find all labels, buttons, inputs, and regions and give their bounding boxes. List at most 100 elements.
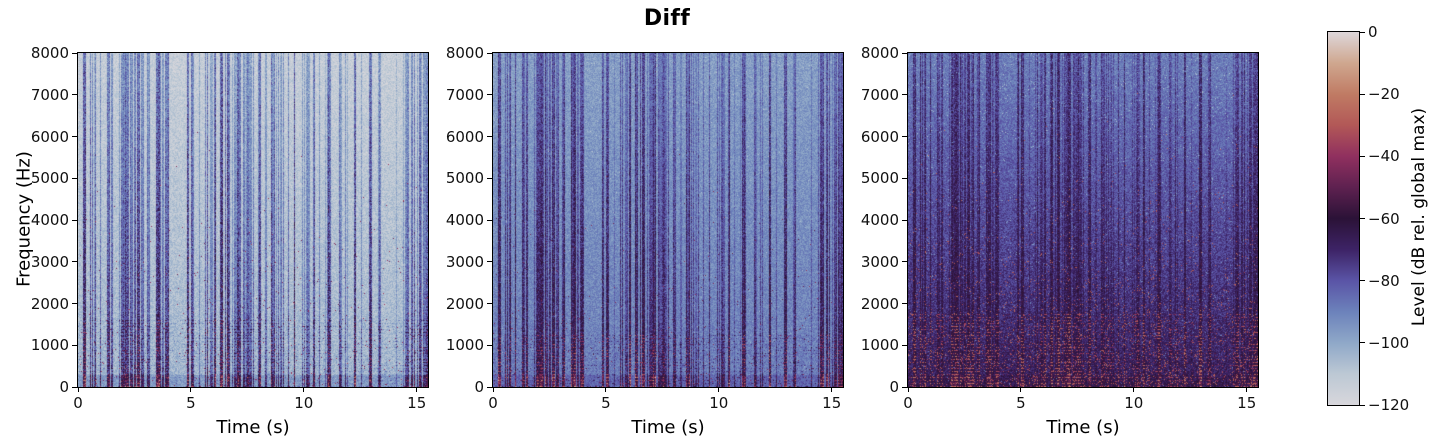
y-tick-mark <box>902 219 907 221</box>
colorbar-tick-mark <box>1360 280 1365 282</box>
y-tick-mark <box>72 52 77 54</box>
y-tick-label: 6000 <box>445 127 484 146</box>
spectrogram-image-right <box>908 53 1258 387</box>
spectrogram-panel-left: Time (s) 0 5 10 15 0 1000 2000 3000 4000 5000 6000… <box>31 44 429 438</box>
y-tick-label: 2000 <box>445 294 484 313</box>
time-axis-label: Time (s) <box>1046 417 1120 438</box>
colorbar-tick-label: −100 <box>1368 333 1410 352</box>
colorbar-gradient <box>1328 32 1359 405</box>
x-tick-mark <box>831 387 833 392</box>
x-tick-mark <box>416 387 418 392</box>
colorbar-tick-label: 0 <box>1368 23 1378 41</box>
x-tick-label: 10 <box>709 394 729 412</box>
x-tick-mark <box>1020 387 1022 392</box>
y-tick-label: 8000 <box>860 44 899 62</box>
y-tick-label: 3000 <box>30 252 69 271</box>
y-tick-label: 5000 <box>30 169 69 188</box>
y-tick-mark <box>902 94 907 96</box>
y-tick-label: 3000 <box>860 252 899 271</box>
y-tick-label: 1000 <box>30 336 69 355</box>
y-tick-mark <box>72 219 77 221</box>
x-tick-mark <box>303 387 305 392</box>
colorbar: 0 −20 −40 −60 −80 −100 −120 <box>1327 23 1409 414</box>
time-axis-label: Time (s) <box>216 417 290 438</box>
y-tick-mark <box>487 344 492 346</box>
x-tick-mark <box>1246 387 1248 392</box>
x-tick-label: 5 <box>186 394 196 412</box>
y-tick-mark <box>902 344 907 346</box>
y-tick-label: 6000 <box>30 127 69 146</box>
x-tick-label: 0 <box>73 394 83 412</box>
colorbar-tick-mark <box>1360 342 1365 344</box>
colorbar-tick-mark <box>1360 218 1365 219</box>
colorbar-tick-label: −120 <box>1368 396 1410 414</box>
spectrogram-panel-middle: Time (s) 0 5 10 15 0 1000 2000 3000 4000 5000 6000… <box>446 44 844 438</box>
x-tick-label: 0 <box>488 394 498 412</box>
y-tick-label: 4000 <box>445 211 484 229</box>
x-tick-mark <box>1133 387 1135 392</box>
colorbar-tick-mark <box>1360 31 1365 33</box>
y-tick-label: 0 <box>59 378 69 396</box>
y-tick-mark <box>902 177 907 179</box>
y-tick-label: 0 <box>474 378 484 396</box>
y-tick-mark <box>487 136 492 137</box>
spectrogram-image-left <box>78 53 428 387</box>
y-tick-mark <box>72 136 77 137</box>
x-tick-mark <box>77 387 79 392</box>
colorbar-tick-label: −40 <box>1368 147 1400 166</box>
x-tick-label: 15 <box>1237 394 1257 412</box>
colorbar-axis-label: Level (dB rel. global max) <box>1409 107 1429 327</box>
y-tick-mark <box>487 94 492 96</box>
x-tick-label: 10 <box>1124 394 1144 412</box>
spectrogram-panel-right: Time (s) 0 5 10 15 0 1000 2000 3000 4000 5000 6000… <box>861 44 1259 438</box>
y-tick-label: 4000 <box>30 211 69 229</box>
x-tick-label: 5 <box>601 394 611 412</box>
y-tick-label: 3000 <box>445 252 484 271</box>
x-tick-mark <box>907 387 909 392</box>
colorbar-tick-label: −60 <box>1368 209 1400 228</box>
x-tick-mark <box>718 387 720 392</box>
y-tick-mark <box>72 303 77 304</box>
colorbar-tick-mark <box>1360 93 1365 95</box>
y-tick-label: 7000 <box>445 85 484 104</box>
y-tick-mark <box>902 261 907 263</box>
y-tick-label: 2000 <box>860 294 899 313</box>
y-tick-mark <box>72 177 77 179</box>
y-tick-mark <box>72 261 77 263</box>
colorbar-tick-label: −20 <box>1368 85 1400 104</box>
y-tick-label: 2000 <box>30 294 69 313</box>
y-tick-label: 5000 <box>860 169 899 188</box>
y-tick-label: 8000 <box>30 44 69 62</box>
y-tick-mark <box>487 261 492 263</box>
y-tick-label: 4000 <box>860 211 899 229</box>
x-tick-label: 5 <box>1016 394 1026 412</box>
y-tick-label: 8000 <box>445 44 484 62</box>
colorbar-tick-label: −80 <box>1368 271 1400 290</box>
y-tick-label: 7000 <box>30 85 69 104</box>
y-tick-label: 6000 <box>860 127 899 146</box>
y-tick-mark <box>487 303 492 304</box>
figure-title: Diff <box>643 6 691 31</box>
y-tick-mark <box>487 386 492 388</box>
time-axis-label: Time (s) <box>631 417 705 438</box>
y-tick-label: 0 <box>889 378 899 396</box>
y-tick-mark <box>902 303 907 304</box>
x-tick-mark <box>492 387 494 392</box>
y-tick-mark <box>72 344 77 346</box>
y-tick-mark <box>487 219 492 221</box>
y-tick-mark <box>487 52 492 54</box>
y-tick-label: 7000 <box>860 85 899 104</box>
y-tick-mark <box>72 94 77 96</box>
x-tick-label: 10 <box>294 394 314 412</box>
colorbar-tick-mark <box>1360 155 1365 157</box>
x-tick-label: 0 <box>903 394 913 412</box>
y-tick-mark <box>487 177 492 179</box>
y-tick-mark <box>72 386 77 388</box>
spectrogram-image-middle <box>493 53 843 387</box>
x-tick-mark <box>605 387 607 392</box>
y-tick-label: 1000 <box>445 336 484 355</box>
y-tick-mark <box>902 136 907 137</box>
y-tick-label: 5000 <box>445 169 484 188</box>
y-tick-mark <box>902 386 907 388</box>
